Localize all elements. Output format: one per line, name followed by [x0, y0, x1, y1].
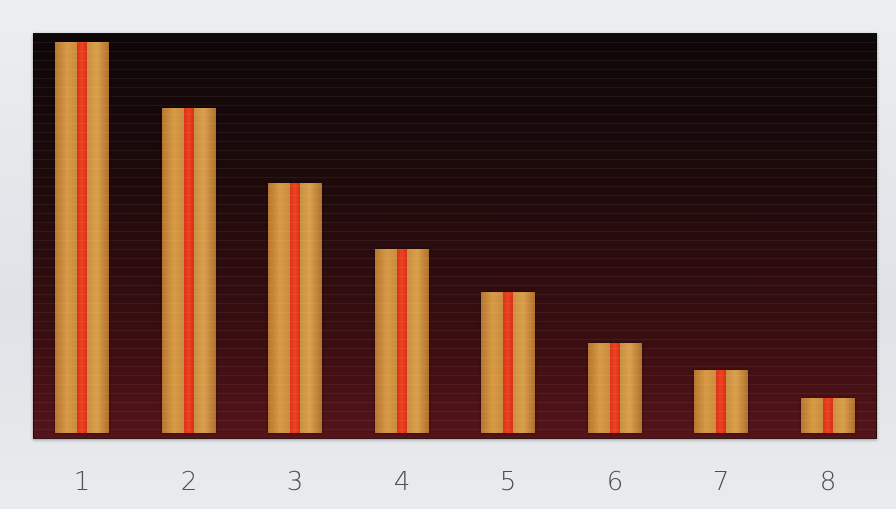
x-tick-label-5: 5 [499, 467, 517, 497]
x-tick-label-3: 3 [286, 467, 304, 497]
x-tick-label-7: 7 [712, 467, 730, 497]
x-axis-labels: 1 2 3 4 5 6 7 8 [33, 462, 877, 502]
bar-6 [588, 343, 642, 433]
x-tick-label-4: 4 [393, 467, 411, 497]
bar-stripe-7 [716, 370, 726, 433]
x-tick-label-1: 1 [73, 467, 91, 497]
bar-stripe-8 [823, 398, 833, 433]
bar-stripe-2 [184, 108, 194, 433]
bar-5 [481, 292, 535, 433]
bar-stripe-4 [397, 249, 407, 433]
bar-7 [694, 370, 748, 433]
x-tick-label-2: 2 [180, 467, 198, 497]
bar-stripe-5 [503, 292, 513, 433]
bar-8 [801, 398, 855, 433]
chart-plot-area [33, 33, 877, 439]
bar-4 [375, 249, 429, 433]
bar-series [33, 33, 877, 439]
bar-3 [268, 183, 322, 433]
bar-stripe-3 [290, 183, 300, 433]
x-tick-label-6: 6 [606, 467, 624, 497]
x-tick-label-8: 8 [819, 467, 837, 497]
bar-stripe-6 [610, 343, 620, 433]
bar-1 [55, 42, 109, 433]
bar-2 [162, 108, 216, 433]
bar-stripe-1 [77, 42, 87, 433]
